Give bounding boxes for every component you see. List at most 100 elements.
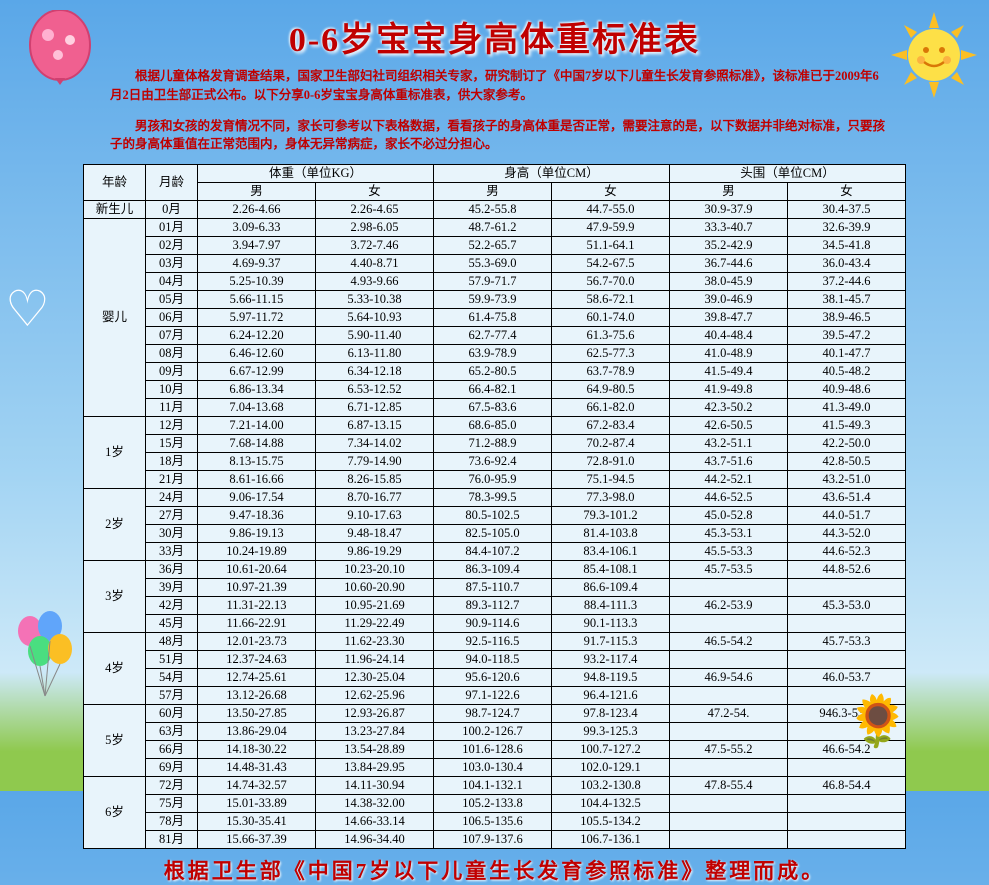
intro-paragraph-1: 根据儿童体格发育调查结果，国家卫生部妇社司组织相关专家，研究制订了《中国7岁以下… bbox=[0, 61, 989, 111]
cell-value: 33月 bbox=[146, 543, 198, 561]
cell-value: 67.5-83.6 bbox=[434, 399, 552, 417]
cell-age: 4岁 bbox=[84, 633, 146, 705]
cell-value: 105.5-134.2 bbox=[552, 813, 670, 831]
cell-value: 92.5-116.5 bbox=[434, 633, 552, 651]
cell-value: 43.7-51.6 bbox=[670, 453, 788, 471]
cell-value: 5.97-11.72 bbox=[198, 309, 316, 327]
cell-value: 14.48-31.43 bbox=[198, 759, 316, 777]
cell-value: 94.8-119.5 bbox=[552, 669, 670, 687]
balloons-bottom-decoration bbox=[15, 611, 75, 701]
cell-value: 40.9-48.6 bbox=[788, 381, 906, 399]
cell-value: 9.47-18.36 bbox=[198, 507, 316, 525]
cell-value: 13.86-29.04 bbox=[198, 723, 316, 741]
cell-value bbox=[670, 795, 788, 813]
table-row: 新生儿0月2.26-4.662.26-4.6545.2-55.844.7-55.… bbox=[84, 201, 906, 219]
cell-value: 11.31-22.13 bbox=[198, 597, 316, 615]
cell-value: 100.2-126.7 bbox=[434, 723, 552, 741]
cell-value: 91.7-115.3 bbox=[552, 633, 670, 651]
cell-value: 3.09-6.33 bbox=[198, 219, 316, 237]
cell-value: 2.26-4.66 bbox=[198, 201, 316, 219]
cell-value: 8.70-16.77 bbox=[316, 489, 434, 507]
cell-value: 43.2-51.0 bbox=[788, 471, 906, 489]
cell-value: 08月 bbox=[146, 345, 198, 363]
cell-value: 61.4-75.8 bbox=[434, 309, 552, 327]
cell-value bbox=[788, 651, 906, 669]
table-row: 06月5.97-11.725.64-10.9361.4-75.860.1-74.… bbox=[84, 309, 906, 327]
cell-value: 66.4-82.1 bbox=[434, 381, 552, 399]
cell-value: 60.1-74.0 bbox=[552, 309, 670, 327]
cell-value: 39.8-47.7 bbox=[670, 309, 788, 327]
cell-value: 86.3-109.4 bbox=[434, 561, 552, 579]
cell-value: 102.0-129.1 bbox=[552, 759, 670, 777]
cell-value: 3.94-7.97 bbox=[198, 237, 316, 255]
cell-value: 95.6-120.6 bbox=[434, 669, 552, 687]
cell-value: 14.38-32.00 bbox=[316, 795, 434, 813]
cell-value: 44.8-52.6 bbox=[788, 561, 906, 579]
table-row: 11月7.04-13.686.71-12.8567.5-83.666.1-82.… bbox=[84, 399, 906, 417]
table-row: 4岁48月12.01-23.7311.62-23.3092.5-116.591.… bbox=[84, 633, 906, 651]
cell-value: 36.7-44.6 bbox=[670, 255, 788, 273]
cell-value bbox=[670, 813, 788, 831]
cell-value: 41.5-49.3 bbox=[788, 417, 906, 435]
cell-value: 57.9-71.7 bbox=[434, 273, 552, 291]
cell-value: 82.5-105.0 bbox=[434, 525, 552, 543]
cell-value: 107.9-137.6 bbox=[434, 831, 552, 849]
cell-value: 47.9-59.9 bbox=[552, 219, 670, 237]
cell-value: 43.6-51.4 bbox=[788, 489, 906, 507]
cell-value: 24月 bbox=[146, 489, 198, 507]
cell-value: 13.23-27.84 bbox=[316, 723, 434, 741]
cell-value bbox=[788, 579, 906, 597]
cell-value: 41.9-49.8 bbox=[670, 381, 788, 399]
cell-value: 7.21-14.00 bbox=[198, 417, 316, 435]
cell-value: 65.2-80.5 bbox=[434, 363, 552, 381]
cell-value: 104.1-132.1 bbox=[434, 777, 552, 795]
th-head-m: 男 bbox=[670, 183, 788, 201]
cell-value: 106.5-135.6 bbox=[434, 813, 552, 831]
cell-value: 81月 bbox=[146, 831, 198, 849]
cell-value: 5.90-11.40 bbox=[316, 327, 434, 345]
cell-value bbox=[670, 759, 788, 777]
cell-value bbox=[670, 723, 788, 741]
cell-value: 62.5-77.3 bbox=[552, 345, 670, 363]
cell-value: 3.72-7.46 bbox=[316, 237, 434, 255]
cell-value: 43.2-51.1 bbox=[670, 435, 788, 453]
cell-value: 46.9-54.6 bbox=[670, 669, 788, 687]
cell-value: 2.26-4.65 bbox=[316, 201, 434, 219]
cell-value: 97.1-122.6 bbox=[434, 687, 552, 705]
cell-value: 81.4-103.8 bbox=[552, 525, 670, 543]
cell-value bbox=[788, 759, 906, 777]
cell-value: 100.7-127.2 bbox=[552, 741, 670, 759]
cell-value: 09月 bbox=[146, 363, 198, 381]
cell-value: 11.96-24.14 bbox=[316, 651, 434, 669]
cell-value: 15月 bbox=[146, 435, 198, 453]
cell-value: 5.25-10.39 bbox=[198, 273, 316, 291]
cell-value: 42.6-50.5 bbox=[670, 417, 788, 435]
th-weight: 体重（单位KG） bbox=[198, 165, 434, 183]
cell-value: 46.8-54.4 bbox=[788, 777, 906, 795]
cell-value: 04月 bbox=[146, 273, 198, 291]
cell-value: 104.4-132.5 bbox=[552, 795, 670, 813]
cell-value bbox=[788, 795, 906, 813]
cell-value: 38.1-45.7 bbox=[788, 291, 906, 309]
cell-age: 新生儿 bbox=[84, 201, 146, 219]
cell-value: 68.6-85.0 bbox=[434, 417, 552, 435]
cell-value: 13.12-26.68 bbox=[198, 687, 316, 705]
cell-value: 45.0-52.8 bbox=[670, 507, 788, 525]
cell-value: 10.60-20.90 bbox=[316, 579, 434, 597]
cell-value: 6.87-13.15 bbox=[316, 417, 434, 435]
cell-value: 14.11-30.94 bbox=[316, 777, 434, 795]
cell-value: 11.66-22.91 bbox=[198, 615, 316, 633]
th-height-f: 女 bbox=[552, 183, 670, 201]
cell-value: 52.2-65.7 bbox=[434, 237, 552, 255]
cell-value: 40.4-48.4 bbox=[670, 327, 788, 345]
cell-value: 5.33-10.38 bbox=[316, 291, 434, 309]
table-row: 51月12.37-24.6311.96-24.1494.0-118.593.2-… bbox=[84, 651, 906, 669]
table-row: 6岁72月14.74-32.5714.11-30.94104.1-132.110… bbox=[84, 777, 906, 795]
sun-decoration bbox=[889, 10, 979, 100]
page-title: 0-6岁宝宝身高体重标准表 bbox=[0, 0, 989, 61]
cell-value: 34.5-41.8 bbox=[788, 237, 906, 255]
cell-value: 7.79-14.90 bbox=[316, 453, 434, 471]
cell-value: 15.30-35.41 bbox=[198, 813, 316, 831]
cell-value: 14.66-33.14 bbox=[316, 813, 434, 831]
cell-value: 18月 bbox=[146, 453, 198, 471]
